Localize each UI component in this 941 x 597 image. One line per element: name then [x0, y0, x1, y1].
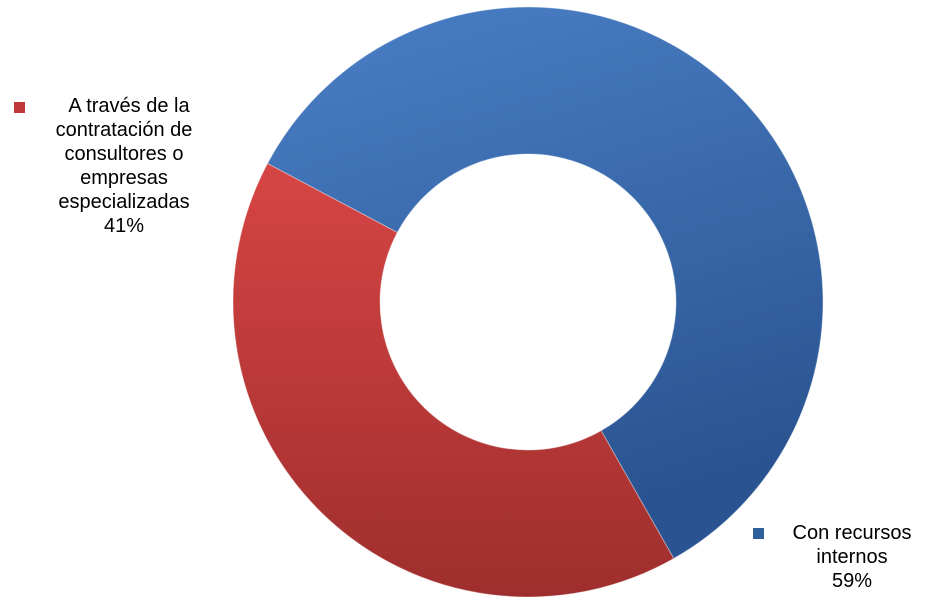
legend-key-internal [753, 528, 764, 539]
donut-slices [232, 6, 824, 597]
slice-consultants [232, 162, 675, 597]
slice-label-consultants-line-3: consultores o [64, 143, 184, 165]
slice-label-consultants-line-5: especializadas [58, 191, 190, 213]
slice-label-consultants-line-4: empresas [80, 167, 168, 189]
slice-label-internal-line-1: Con recursos [792, 522, 912, 544]
slice-label-consultants: A través de la contratación de consultor… [10, 94, 238, 238]
legend-key-consultants [14, 102, 25, 113]
slice-label-consultants-line-2: contratación de [55, 119, 193, 141]
slice-value-consultants: 41% [103, 215, 145, 237]
slice-value-internal: 59% [831, 570, 873, 592]
slice-label-consultants-line-1: A través de la [68, 95, 190, 117]
slice-label-internal-line-2: internos [816, 546, 888, 568]
slice-label-internal: Con recursos internos 59% [752, 521, 932, 593]
slice-internal [266, 6, 824, 560]
